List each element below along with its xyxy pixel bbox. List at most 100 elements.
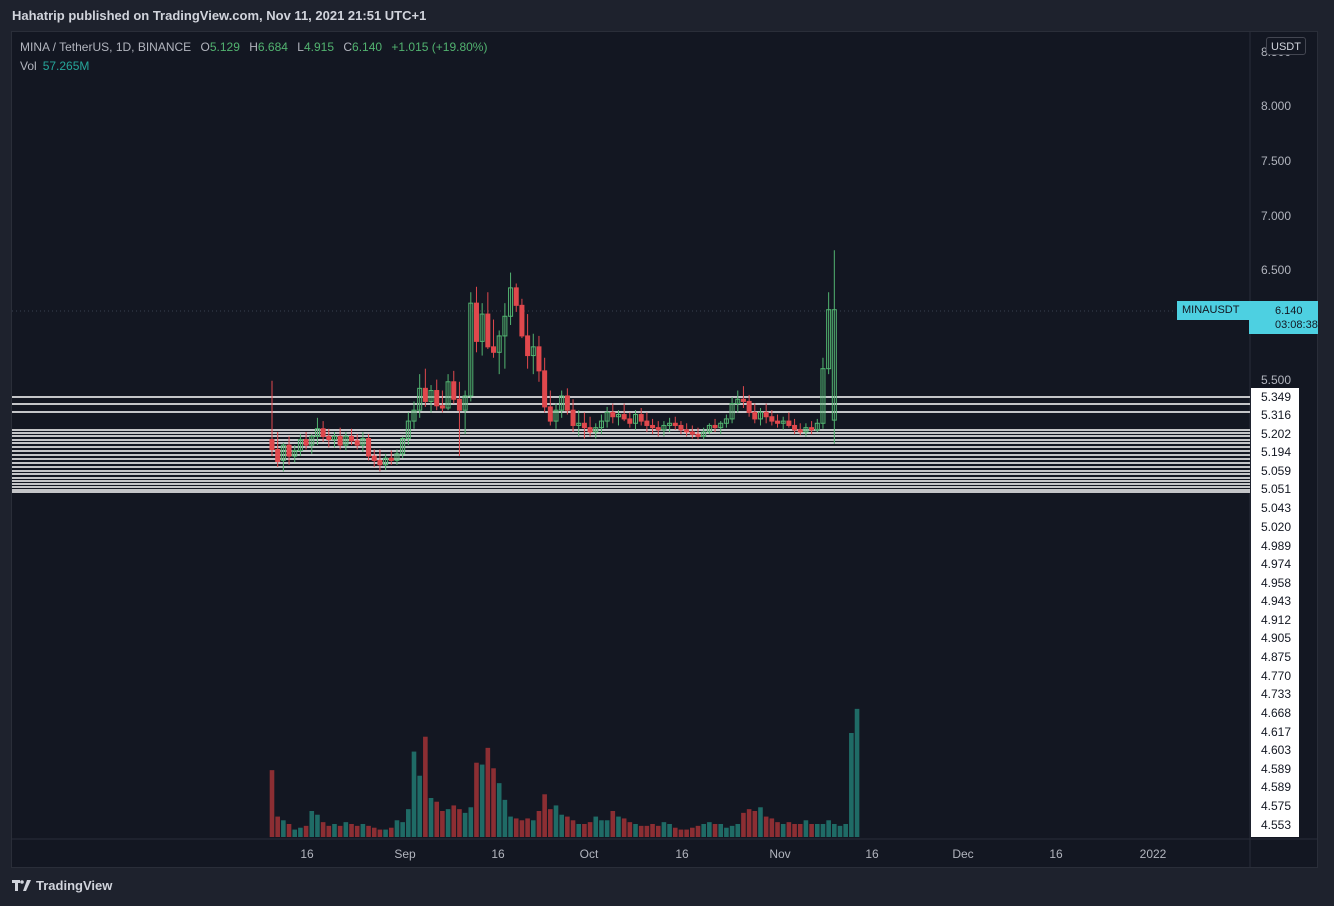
candle-body xyxy=(757,411,763,420)
volume-bar xyxy=(792,824,797,837)
candle-body xyxy=(354,440,360,446)
volume-bar xyxy=(457,809,462,837)
candle-body xyxy=(422,387,428,402)
time-tick-label: 16 xyxy=(300,847,314,861)
volume-bar xyxy=(661,822,667,837)
level-label: 5.043 xyxy=(1261,501,1291,515)
candle-body xyxy=(292,450,298,457)
volume-bar xyxy=(843,824,848,837)
candle-body xyxy=(343,435,349,446)
candle-body xyxy=(627,418,633,424)
candle-body xyxy=(371,455,377,461)
level-label: 4.875 xyxy=(1261,650,1291,664)
candle-body xyxy=(661,424,667,431)
candle-body xyxy=(615,414,621,418)
close-label: C xyxy=(343,40,353,54)
volume-bar xyxy=(701,824,706,837)
volume-legend: Vol 57.265M xyxy=(20,59,89,73)
change-value: +1.015 (+19.80%) xyxy=(391,40,488,54)
candle-body xyxy=(672,422,678,426)
volume-bar xyxy=(519,820,525,837)
level-label: 4.589 xyxy=(1261,762,1291,776)
candle-body xyxy=(655,427,661,431)
volume-bar xyxy=(337,825,343,837)
volume-bar xyxy=(650,824,655,837)
volume-bar xyxy=(690,827,695,837)
candle-body xyxy=(769,416,775,422)
chart-frame[interactable] xyxy=(11,31,1318,868)
volume-bar xyxy=(832,824,837,837)
candle-body xyxy=(303,439,309,446)
candle-body xyxy=(746,400,752,413)
symbol-legend: MINA / TetherUS, 1D, BINANCE O5.129 H6.6… xyxy=(20,40,487,54)
candle-body xyxy=(689,431,695,435)
volume-bar xyxy=(366,825,371,837)
level-label: 4.575 xyxy=(1261,799,1291,813)
volume-bar xyxy=(349,824,354,837)
volume-bar xyxy=(474,762,479,837)
tradingview-logo[interactable]: TradingView xyxy=(12,878,112,893)
volume-bar xyxy=(525,818,530,837)
volume-bar xyxy=(485,747,491,837)
last-price-value: 6.140 xyxy=(1275,305,1303,317)
open-label: O xyxy=(200,40,210,54)
time-tick-label: Oct xyxy=(580,847,599,861)
volume-bar xyxy=(417,775,422,837)
candle-body xyxy=(786,420,792,426)
time-tick-label: 16 xyxy=(865,847,879,861)
volume-bar xyxy=(741,812,746,837)
volume-bar xyxy=(360,824,366,837)
candle-body xyxy=(439,405,445,409)
volume-bar xyxy=(383,829,388,837)
volume-bar xyxy=(502,799,508,837)
high-value: 6.684 xyxy=(257,40,288,54)
candle-body xyxy=(604,411,610,422)
currency-button[interactable]: USDT xyxy=(1266,37,1306,55)
candle-body xyxy=(479,313,485,342)
volume-bar xyxy=(826,820,831,837)
volume-bar xyxy=(621,818,627,837)
volume-bar xyxy=(667,824,672,837)
candle-body xyxy=(417,387,423,411)
bar-countdown: 03:08:38 xyxy=(1275,319,1318,331)
level-label: 4.770 xyxy=(1261,669,1291,683)
candle-body xyxy=(383,457,389,466)
candle-body xyxy=(775,420,781,424)
candle-body xyxy=(400,438,406,455)
candle-body xyxy=(593,427,599,433)
candle-body xyxy=(280,444,286,461)
candle-body xyxy=(735,398,741,405)
candle-body xyxy=(644,420,650,426)
time-tick-label: 16 xyxy=(491,847,505,861)
volume-bar xyxy=(712,824,718,837)
volume-bar xyxy=(423,736,428,837)
candle-body xyxy=(820,368,826,424)
volume-bar xyxy=(570,820,576,837)
volume-bar xyxy=(695,825,701,837)
last-price-box: 6.140 03:08:38 xyxy=(1249,301,1318,334)
candle-body xyxy=(491,346,497,353)
candle-body xyxy=(587,427,593,433)
candle-body xyxy=(405,420,411,440)
volume-bar xyxy=(542,794,547,837)
candle-body xyxy=(684,429,690,433)
volume-bar xyxy=(559,814,564,837)
volume-bar xyxy=(633,824,638,837)
candle-body xyxy=(525,335,531,357)
candle-body xyxy=(462,395,468,411)
level-label: 5.349 xyxy=(1261,390,1291,404)
candle-body xyxy=(320,428,326,437)
volume-bar xyxy=(508,816,513,837)
candle-body xyxy=(712,424,718,429)
volume-bar xyxy=(854,708,860,837)
candle-body xyxy=(326,435,332,441)
volume-bar xyxy=(354,825,360,837)
level-label: 4.668 xyxy=(1261,706,1291,720)
candle-body xyxy=(388,457,394,461)
volume-bar xyxy=(735,824,741,837)
volume-bar xyxy=(797,824,803,837)
candle-body xyxy=(814,422,820,431)
price-tick-label: 5.500 xyxy=(1261,373,1291,387)
candle-body xyxy=(763,411,769,418)
